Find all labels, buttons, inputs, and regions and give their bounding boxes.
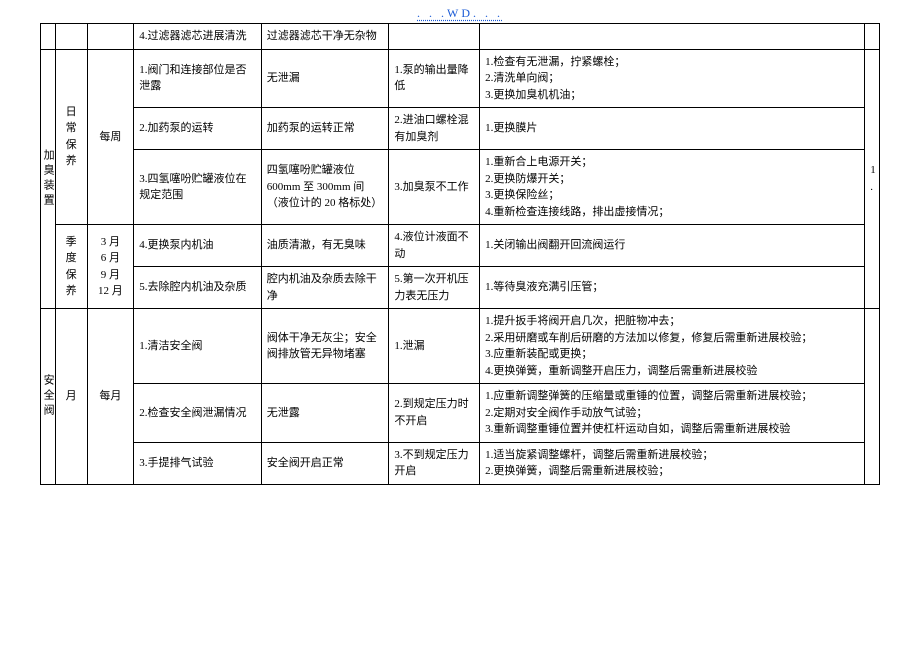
cell: 无泄露 <box>261 384 389 443</box>
cell <box>865 24 880 50</box>
cell: 5.第一次开机压力表无压力 <box>389 267 480 309</box>
cell <box>865 309 880 485</box>
maint-type: 日常保养 <box>55 49 87 225</box>
page-header: . . .WD. . . <box>0 0 920 23</box>
cell <box>41 24 56 50</box>
cell <box>87 24 134 50</box>
cell: 2.检查安全阀泄漏情况 <box>134 384 262 443</box>
cell: 1.泄漏 <box>389 309 480 384</box>
cell: 3.不到规定压力开启 <box>389 442 480 484</box>
cell: 3.手提排气试验 <box>134 442 262 484</box>
cell: 4.更换泵内机油 <box>134 225 262 267</box>
cell: 1.提升扳手将阀开启几次，把脏物冲去； 2.采用研磨或车削后研磨的方法加以修复，… <box>480 309 865 384</box>
cell: 1.检查有无泄漏，拧紧螺栓； 2.清洗单向阀； 3.更换加臭机机油； <box>480 49 865 108</box>
cell <box>55 24 87 50</box>
cell: 3.加臭泵不工作 <box>389 150 480 225</box>
maintenance-table: 4.过滤器滤芯进展清洗 过滤器滤芯干净无杂物 加臭装置 日常保养 每周 1.阀门… <box>40 23 880 485</box>
cell: 1. <box>865 49 880 309</box>
cell: 1.阀门和连接部位是否泄露 <box>134 49 262 108</box>
cell <box>480 24 865 50</box>
cell: 2.到规定压力时不开启 <box>389 384 480 443</box>
maint-period: 3 月 6 月 9 月 12 月 <box>87 225 134 309</box>
cell: 1.适当旋紧调整螺杆，调整后需重新进展校验； 2.更换弹簧，调整后需重新进展校验… <box>480 442 865 484</box>
cell: 1.清洁安全阀 <box>134 309 262 384</box>
cell: 1.应重新调整弹簧的压缩量或重锤的位置，调整后需重新进展校验； 2.定期对安全阀… <box>480 384 865 443</box>
maint-period: 每月 <box>87 309 134 485</box>
cell: 1.关闭输出阀翻开回流阀运行 <box>480 225 865 267</box>
cell: 安全阀开启正常 <box>261 442 389 484</box>
cell: 阀体干净无灰尘；安全阀排放管无异物堵塞 <box>261 309 389 384</box>
cell: 1.更换膜片 <box>480 108 865 150</box>
cell: 四氢噻吩贮罐液位 600mm 至 300mm 间（液位计的 20 格标处） <box>261 150 389 225</box>
cell: 5.去除腔内机油及杂质 <box>134 267 262 309</box>
cell: 加药泵的运转正常 <box>261 108 389 150</box>
cell: 1.泵的输出量降低 <box>389 49 480 108</box>
cell: 4.液位计液面不动 <box>389 225 480 267</box>
cell: 1.等待臭液充满引压管； <box>480 267 865 309</box>
maint-type: 月 <box>55 309 87 485</box>
cell: 4.过滤器滤芯进展清洗 <box>134 24 262 50</box>
equipment-name: 安全阀 <box>41 309 56 485</box>
cell: 过滤器滤芯干净无杂物 <box>261 24 389 50</box>
cell: 2.进油口螺栓混有加臭剂 <box>389 108 480 150</box>
maint-type: 季度保养 <box>55 225 87 309</box>
cell <box>389 24 480 50</box>
cell: 腔内机油及杂质去除干净 <box>261 267 389 309</box>
equipment-name: 加臭装置 <box>41 49 56 309</box>
cell: 2.加药泵的运转 <box>134 108 262 150</box>
cell: 1.重新合上电源开关； 2.更换防爆开关； 3.更换保险丝； 4.重新检查连接线… <box>480 150 865 225</box>
cell: 无泄漏 <box>261 49 389 108</box>
cell: 油质清澈，有无臭味 <box>261 225 389 267</box>
cell: 3.四氢噻吩贮罐液位在规定范围 <box>134 150 262 225</box>
maint-period: 每周 <box>87 49 134 225</box>
